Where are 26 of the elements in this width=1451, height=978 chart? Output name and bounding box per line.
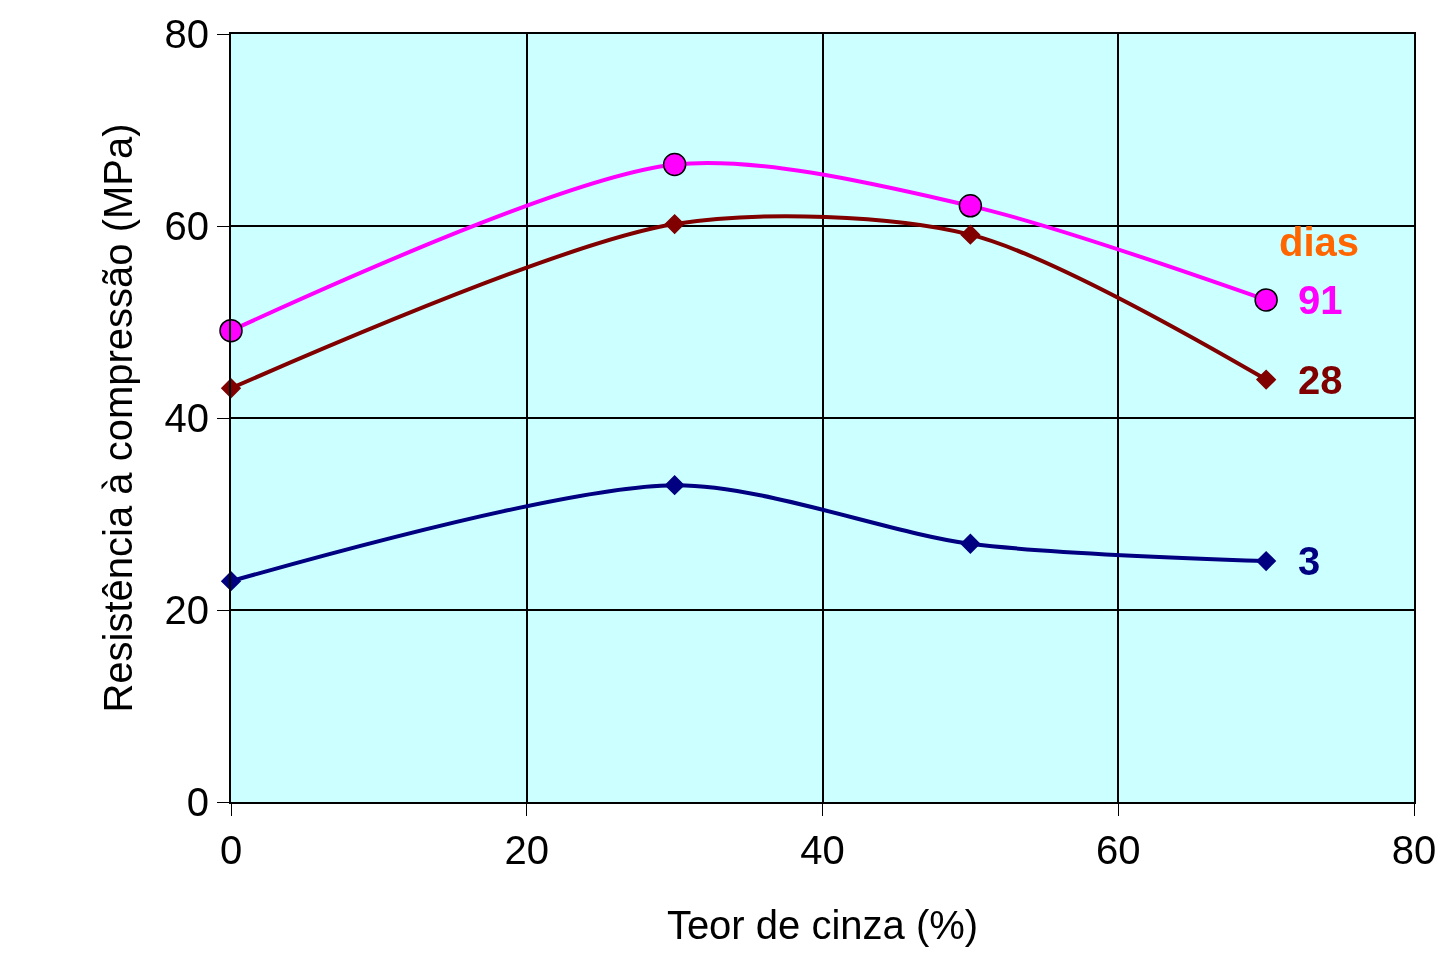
x-tick-label: 20 — [504, 828, 549, 872]
point — [662, 152, 687, 177]
point — [664, 214, 685, 234]
point — [219, 318, 243, 343]
point — [960, 533, 981, 554]
annotation: dias — [1279, 220, 1360, 264]
series-label: 28 — [1298, 358, 1343, 402]
series-label: 91 — [1298, 278, 1343, 322]
y-tick-label: 40 — [164, 396, 209, 440]
y-tick-label: 0 — [186, 780, 209, 824]
point — [960, 224, 981, 245]
y-axis-title: Resistência à compressão (MPa) — [95, 123, 140, 713]
y-tick-label: 60 — [164, 204, 209, 248]
point — [1256, 551, 1276, 571]
point — [664, 475, 685, 496]
x-tick-label: 0 — [219, 828, 243, 872]
x-tick-label: 80 — [1391, 828, 1437, 872]
y-tick-label: 20 — [164, 588, 209, 632]
point — [1254, 288, 1278, 312]
point — [958, 194, 983, 218]
y-tick-label: 80 — [164, 12, 209, 56]
x-tick-label: 40 — [800, 828, 845, 872]
point — [1256, 369, 1276, 390]
x-tick-label: 60 — [1096, 828, 1141, 872]
x-axis-title: Teor de cinza (%) — [666, 903, 979, 947]
series-label: 3 — [1298, 539, 1321, 583]
